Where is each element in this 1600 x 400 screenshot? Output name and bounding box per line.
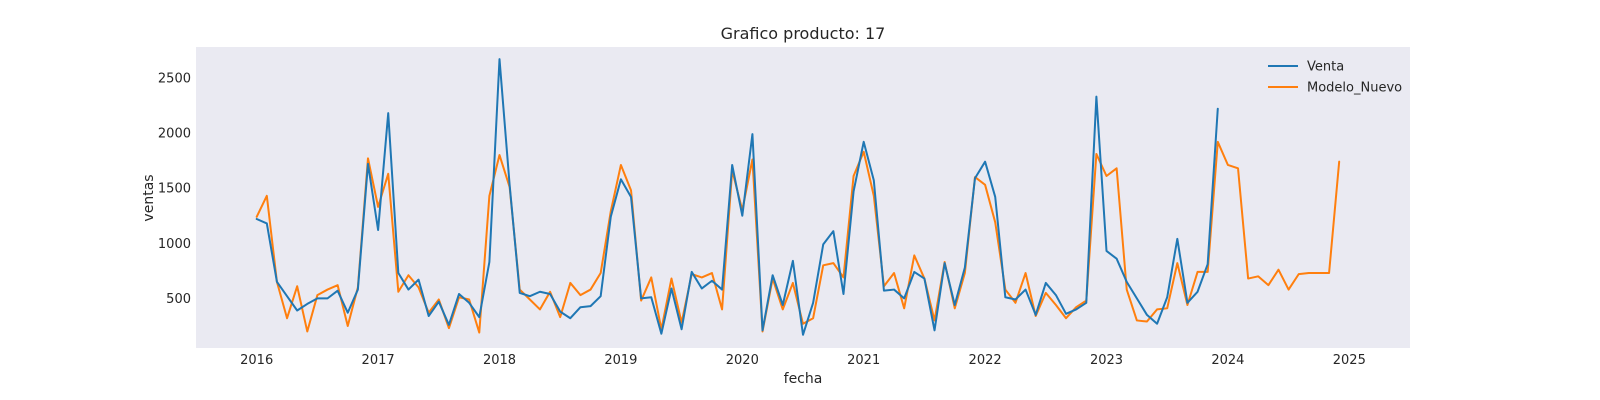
y-tick-label: 2000 [158, 127, 191, 142]
y-tick-label: 1500 [158, 182, 191, 197]
x-tick-label: 2020 [726, 353, 759, 368]
y-tick-label: 500 [166, 292, 191, 307]
legend: Venta Modelo_Nuevo [1268, 60, 1402, 96]
x-tick-label: 2021 [847, 353, 880, 368]
y-tick-label: 2500 [158, 71, 191, 86]
x-tick-label: 2023 [1090, 353, 1123, 368]
y-tick-label: 1000 [158, 237, 191, 252]
x-tick-label: 2022 [969, 353, 1002, 368]
x-axis-title: fecha [784, 371, 823, 387]
y-axis-title: ventas [141, 174, 157, 221]
x-tick-label: 2025 [1333, 353, 1366, 368]
x-tick-label: 2024 [1211, 353, 1244, 368]
x-tick-label: 2019 [604, 353, 637, 368]
legend-label: Venta [1307, 60, 1344, 75]
x-tick-label: 2016 [240, 353, 273, 368]
series-layer [255, 58, 1341, 336]
y-axis-ticks: 500 1000 1500 2000 2500 [158, 71, 191, 307]
series-line-venta [255, 58, 1219, 336]
x-tick-label: 2018 [483, 353, 516, 368]
x-axis-ticks: 2016 2017 2018 2019 2020 2021 2022 2023 2024 2025 [240, 353, 1366, 368]
x-tick-label: 2017 [362, 353, 395, 368]
chart-title: Grafico producto: 17 [721, 24, 886, 43]
plot-area [196, 47, 1410, 348]
legend-label: Modelo_Nuevo [1307, 81, 1402, 96]
